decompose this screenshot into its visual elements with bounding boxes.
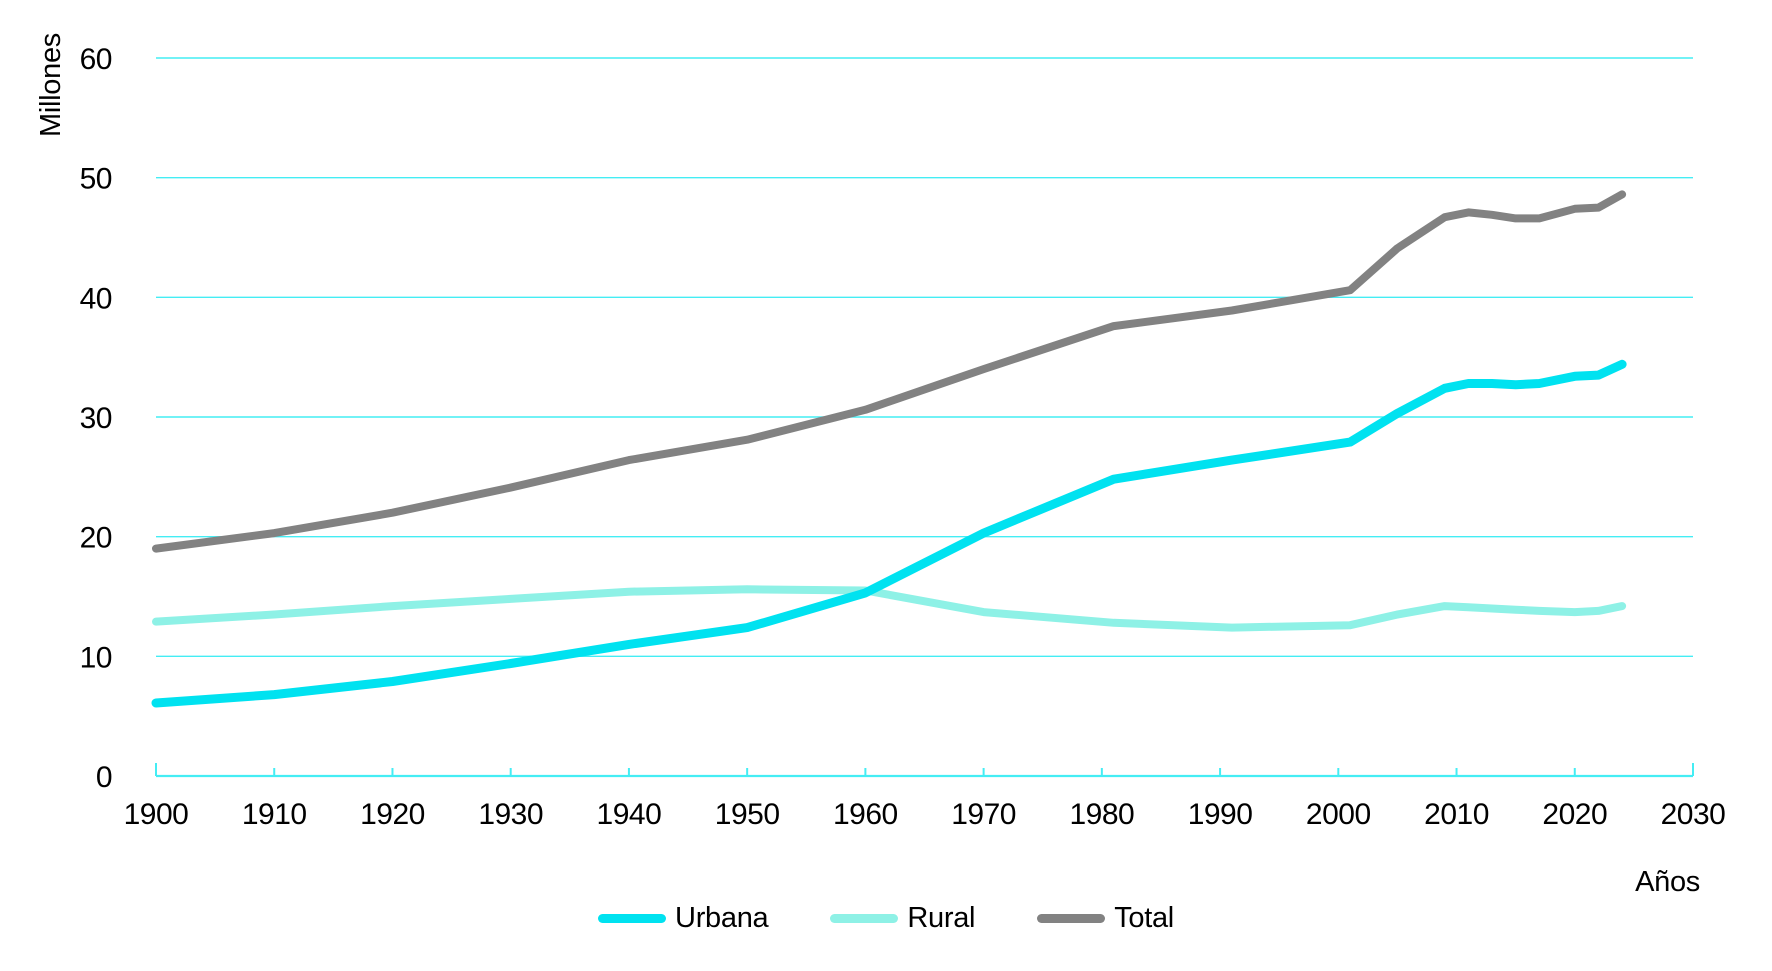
x-tick-label-1950: 1950 — [715, 798, 780, 831]
x-tick-label-2000: 2000 — [1306, 798, 1371, 831]
legend-label-urbana: Urbana — [675, 902, 769, 934]
legend-swatch-rural — [830, 914, 899, 923]
x-axis — [155, 763, 1694, 778]
y-tick-label-0: 0 — [96, 761, 112, 794]
x-tick-label-1930: 1930 — [478, 798, 543, 831]
y-tick-label-50: 50 — [80, 163, 112, 196]
x-tick-label-2010: 2010 — [1424, 798, 1489, 831]
y-gridlines — [156, 57, 1693, 658]
x-axis-title: Años — [1635, 866, 1700, 898]
legend-item-urbana[interactable]: Urbana — [598, 902, 769, 935]
x-tick-label-1970: 1970 — [951, 798, 1016, 831]
legend-item-rural[interactable]: Rural — [830, 902, 975, 935]
total-line[interactable] — [152, 190, 1627, 553]
legend-label-rural: Rural — [907, 902, 976, 934]
x-tick-label-1990: 1990 — [1188, 798, 1253, 831]
y-tick-label-20: 20 — [80, 522, 112, 555]
x-tick-label-1910: 1910 — [242, 798, 307, 831]
x-tick-label-2030: 2030 — [1661, 798, 1726, 831]
x-tick-label-1980: 1980 — [1069, 798, 1134, 831]
y-tick-label-30: 30 — [80, 402, 112, 435]
x-tick-labels: 1900 1910 1920 1930 1940 1950 1960 1970 1980 1990… — [124, 798, 1726, 831]
y-tick-label-40: 40 — [80, 282, 112, 315]
legend-swatch-urbana — [598, 914, 667, 923]
x-tick-label-1900: 1900 — [124, 798, 189, 831]
y-tick-label-10: 10 — [80, 641, 112, 674]
urbana-line[interactable] — [151, 359, 1627, 708]
legend-label-total: Total — [1114, 902, 1174, 934]
x-tick-label-1960: 1960 — [833, 798, 898, 831]
legend-swatch-total — [1037, 914, 1106, 923]
y-tick-label-60: 60 — [80, 43, 112, 76]
y-tick-labels: 0 10 20 30 40 50 60 — [80, 43, 113, 794]
rural-line[interactable] — [152, 585, 1627, 632]
legend: Urbana Rural Total — [0, 902, 1772, 935]
series-lines — [151, 190, 1627, 708]
x-tick-label-1920: 1920 — [360, 798, 425, 831]
x-tick-label-2020: 2020 — [1542, 798, 1607, 831]
y-axis-title: Millones — [35, 33, 67, 137]
x-tick-label-1940: 1940 — [597, 798, 662, 831]
legend-item-total[interactable]: Total — [1037, 902, 1174, 935]
